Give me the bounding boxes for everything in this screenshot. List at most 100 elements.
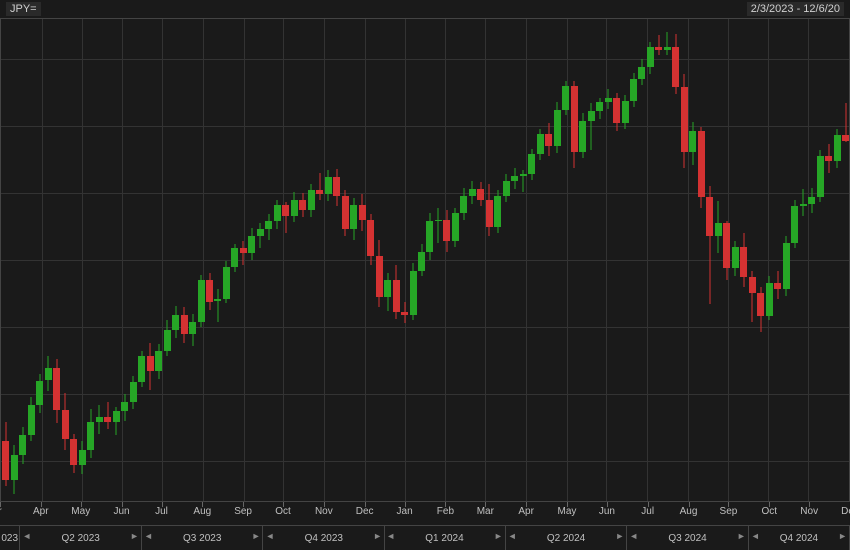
month-label: Oct — [761, 506, 777, 517]
candle — [401, 19, 408, 501]
candle — [70, 19, 77, 501]
candle — [749, 19, 756, 501]
candle — [376, 19, 383, 501]
candle — [486, 19, 493, 501]
candle — [554, 19, 561, 501]
month-label: Sep — [234, 506, 252, 517]
candle — [274, 19, 281, 501]
chevron-right-icon: ► — [373, 531, 382, 541]
candle — [11, 19, 18, 501]
month-label: Jun — [113, 506, 129, 517]
candle — [359, 19, 366, 501]
candle — [130, 19, 137, 501]
candle — [325, 19, 332, 501]
candle — [834, 19, 841, 501]
candle — [36, 19, 43, 501]
candle — [689, 19, 696, 501]
candle — [384, 19, 391, 501]
candle — [664, 19, 671, 501]
quarter-label: Q3 2024◄► — [627, 526, 749, 550]
quarter-label: Q3 2023◄► — [142, 526, 264, 550]
chevron-left-icon: ◄ — [508, 531, 517, 541]
month-label: Jun — [599, 506, 615, 517]
candle — [698, 19, 705, 501]
quarter-label: Q1 2024◄► — [384, 526, 506, 550]
chevron-right-icon: ► — [838, 531, 847, 541]
month-label: r — [0, 506, 2, 517]
candle — [715, 19, 722, 501]
candle — [613, 19, 620, 501]
candle — [817, 19, 824, 501]
candle — [367, 19, 374, 501]
candle — [28, 19, 35, 501]
candle — [791, 19, 798, 501]
date-range: 2/3/2023 - 12/6/20 — [747, 2, 844, 16]
candle — [164, 19, 171, 501]
candle — [19, 19, 26, 501]
candle — [732, 19, 739, 501]
month-label: Oct — [275, 506, 291, 517]
candle — [2, 19, 9, 501]
candle — [605, 19, 612, 501]
candle — [808, 19, 815, 501]
candle — [291, 19, 298, 501]
candle — [672, 19, 679, 501]
candle — [138, 19, 145, 501]
candle — [596, 19, 603, 501]
candle — [443, 19, 450, 501]
candle — [579, 19, 586, 501]
quarter-label: Q4 2024◄► — [749, 526, 850, 550]
candle — [528, 19, 535, 501]
candle — [181, 19, 188, 501]
candle — [265, 19, 272, 501]
candle — [79, 19, 86, 501]
candle — [299, 19, 306, 501]
candle — [545, 19, 552, 501]
candle — [706, 19, 713, 501]
candle — [825, 19, 832, 501]
month-label: Dec — [356, 506, 374, 517]
candle — [477, 19, 484, 501]
candle — [350, 19, 357, 501]
candle — [96, 19, 103, 501]
chevron-left-icon: ◄ — [266, 531, 275, 541]
candle — [469, 19, 476, 501]
candle — [155, 19, 162, 501]
candle — [800, 19, 807, 501]
candle — [172, 19, 179, 501]
candle — [316, 19, 323, 501]
candle — [757, 19, 764, 501]
candle — [681, 19, 688, 501]
candle — [511, 19, 518, 501]
candle — [766, 19, 773, 501]
candle — [308, 19, 315, 501]
month-label: Apr — [33, 506, 49, 517]
quarter-label: Q2 2023◄► — [20, 526, 142, 550]
quarter-label: Q2 2024◄► — [506, 526, 628, 550]
candle — [562, 19, 569, 501]
candlestick-chart[interactable] — [0, 18, 850, 502]
chevron-left-icon: ◄ — [144, 531, 153, 541]
candle — [393, 19, 400, 501]
ticker-symbol: JPY= — [6, 2, 41, 16]
month-label: May — [557, 506, 576, 517]
candle — [206, 19, 213, 501]
month-label: Jul — [155, 506, 168, 517]
chevron-right-icon: ► — [252, 531, 261, 541]
candle — [333, 19, 340, 501]
month-label: Aug — [680, 506, 698, 517]
candle — [638, 19, 645, 501]
candle — [231, 19, 238, 501]
month-label: Apr — [518, 506, 534, 517]
candle — [774, 19, 781, 501]
candle — [418, 19, 425, 501]
candle — [537, 19, 544, 501]
candle — [240, 19, 247, 501]
chevron-right-icon: ► — [615, 531, 624, 541]
month-label: Dec — [841, 506, 850, 517]
chevron-right-icon: ► — [130, 531, 139, 541]
quarter-axis: 023Q2 2023◄►Q3 2023◄►Q4 2023◄►Q1 2024◄►Q… — [0, 526, 850, 550]
month-label: Sep — [720, 506, 738, 517]
chevron-left-icon: ◄ — [22, 531, 31, 541]
month-label: Nov — [800, 506, 818, 517]
